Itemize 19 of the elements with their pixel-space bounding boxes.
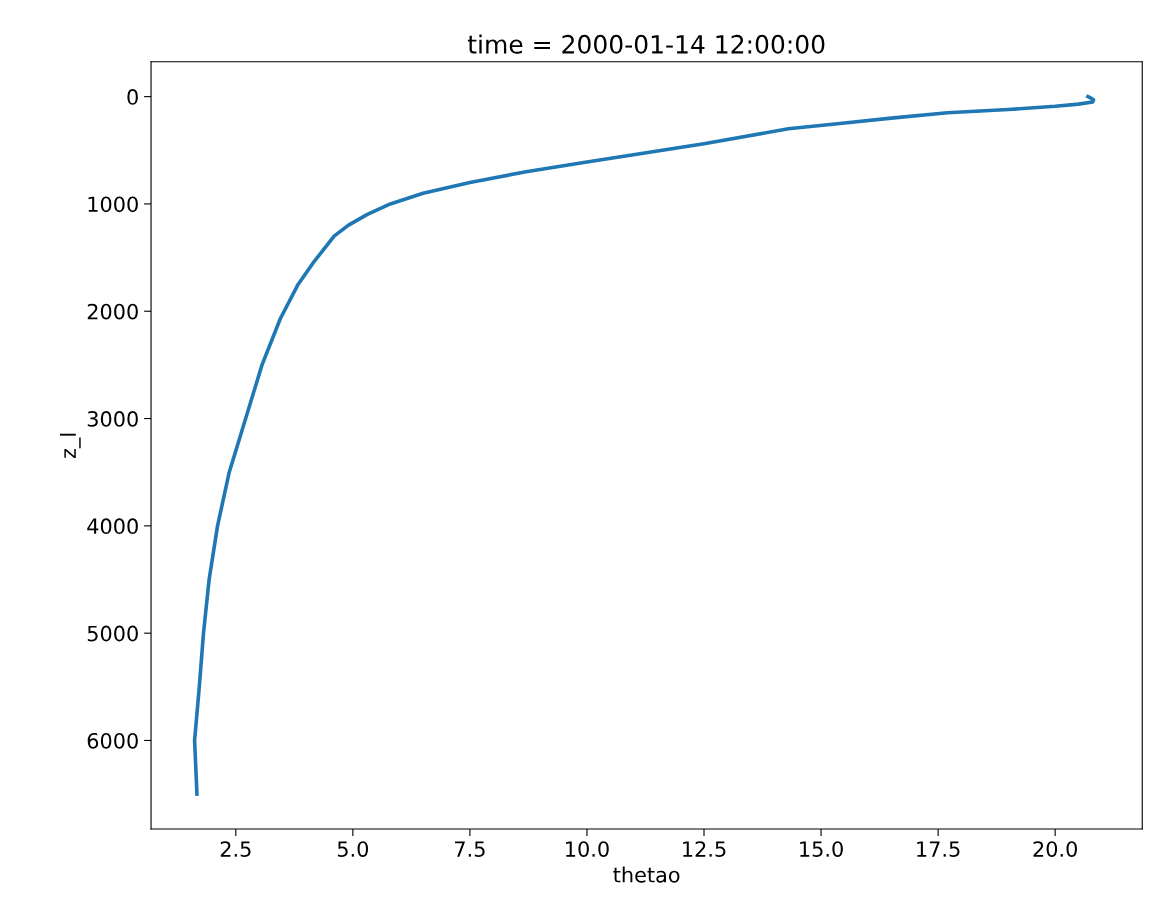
y-tick-label: 0: [127, 89, 138, 105]
y-axis-title: z_l: [59, 433, 81, 459]
x-tick-label: 5.0: [337, 841, 369, 857]
x-tick-label: 15.0: [800, 841, 843, 857]
y-tick-label: 1000: [88, 196, 138, 213]
line-series: [192, 94, 1096, 796]
x-tick-label: 10.0: [566, 841, 609, 857]
y-tick-label: 6000: [87, 732, 138, 749]
chart-title: time = 2000-01-14 12:00:00: [467, 34, 825, 54]
x-tick-label: 20.0: [1033, 841, 1077, 857]
y-tick-label: 4000: [87, 518, 138, 535]
y-tick-label: 5000: [87, 625, 138, 642]
y-tick-label: 3000: [87, 411, 138, 427]
x-tick-label: 7.5: [455, 841, 485, 857]
x-tick-label: 17.5: [917, 841, 960, 857]
x-tick-label: 2.5: [220, 841, 251, 857]
x-axis-title: thetao: [613, 866, 680, 883]
y-tick-label: 2000: [87, 303, 138, 320]
x-tick-label: 12.5: [683, 841, 726, 857]
